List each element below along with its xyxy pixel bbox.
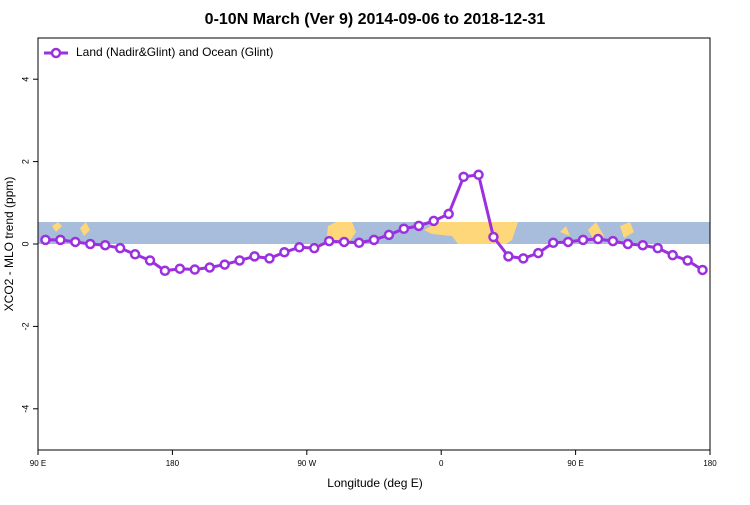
ocean-band xyxy=(38,222,710,244)
chart-title: 0-10N March (Ver 9) 2014-09-06 to 2018-1… xyxy=(205,11,546,28)
data-point xyxy=(622,238,634,250)
y-tick-label: -4 xyxy=(20,405,30,413)
data-point xyxy=(40,234,51,246)
data-point xyxy=(503,251,514,262)
data-point xyxy=(368,234,380,246)
y-tick-label: -2 xyxy=(20,322,30,330)
data-point xyxy=(174,263,186,274)
data-point xyxy=(592,233,604,245)
data-point xyxy=(309,242,320,254)
data-point xyxy=(99,239,111,251)
data-point xyxy=(652,242,663,254)
y-axis-label: XCO2 - MLO trend (ppm) xyxy=(2,177,16,312)
data-point xyxy=(607,235,619,247)
data-point xyxy=(129,249,141,260)
data-point xyxy=(697,264,708,276)
legend-marker xyxy=(50,47,62,59)
data-point xyxy=(667,249,678,261)
data-point xyxy=(413,220,425,232)
x-tick-label: 0 xyxy=(439,459,444,468)
data-point xyxy=(234,255,245,266)
x-tick-label: 180 xyxy=(703,459,717,468)
data-point xyxy=(114,242,126,254)
data-point xyxy=(189,264,201,275)
data-point xyxy=(428,215,439,227)
data-point xyxy=(55,234,66,246)
y-tick-label: 4 xyxy=(20,77,30,82)
data-point xyxy=(398,223,410,235)
data-point xyxy=(577,234,589,246)
data-point xyxy=(279,246,290,258)
x-tick-label: 180 xyxy=(166,459,180,468)
data-point xyxy=(637,239,649,251)
data-point xyxy=(488,231,499,243)
data-point xyxy=(353,237,365,249)
data-point xyxy=(562,236,574,248)
y-tick-label: 2 xyxy=(20,159,30,164)
x-axis-label: Longitude (deg E) xyxy=(327,476,422,490)
x-tick-label: 90 E xyxy=(30,459,46,468)
data-point xyxy=(682,255,693,266)
data-point xyxy=(249,251,260,262)
legend-label: Land (Nadir&Glint) and Ocean (Glint) xyxy=(76,45,273,59)
data-point xyxy=(443,208,454,220)
data-point xyxy=(547,237,559,249)
data-point xyxy=(144,255,156,266)
data-point xyxy=(264,253,275,264)
data-point xyxy=(85,238,96,250)
data-point xyxy=(338,236,350,248)
data-point xyxy=(323,235,335,247)
x-tick-label: 90 W xyxy=(297,459,316,468)
data-point xyxy=(518,253,529,264)
data-point xyxy=(533,247,544,259)
data-point xyxy=(473,169,484,181)
data-point xyxy=(294,242,305,253)
x-tick-label: 90 E xyxy=(567,459,583,468)
data-point xyxy=(204,262,215,273)
y-tick-label: 0 xyxy=(20,241,30,246)
data-point xyxy=(383,229,395,241)
data-point xyxy=(219,259,230,270)
data-point xyxy=(70,236,81,248)
data-point xyxy=(458,171,469,183)
data-point xyxy=(159,265,171,277)
